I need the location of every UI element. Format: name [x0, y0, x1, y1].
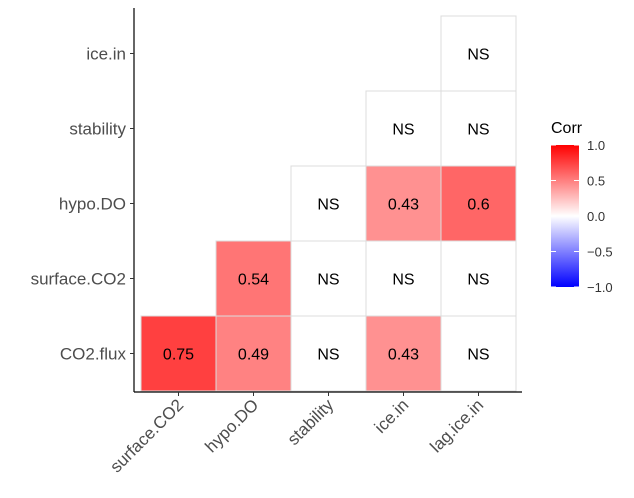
cell-value-label: NS [467, 122, 489, 139]
heatmap-cell [440, 165, 517, 242]
cell-value-label: NS [467, 272, 489, 289]
cell-value-label: NS [392, 272, 414, 289]
y-tick-label: ice.in [86, 45, 126, 64]
heatmap-cell [215, 315, 292, 392]
legend-tick-label: −0.5 [587, 245, 613, 260]
legend: Corr 1.0 0.5 0.0 −0.5 −1.0 [551, 120, 613, 295]
legend-tick-label: 0.0 [587, 209, 605, 224]
cell-value-label: NS [392, 122, 414, 139]
legend-tick-label: 0.5 [587, 174, 605, 189]
cells-layer: 0.75 0.49 NS 0.43 NS 0.54 NS NS NS NS 0.43 0.6 NS NS N… [140, 15, 517, 392]
heatmap-cell [365, 240, 442, 317]
x-tick-label: ice.in [371, 395, 412, 436]
legend-tick-label: 1.0 [587, 138, 605, 153]
y-tick-label: stability [69, 120, 126, 139]
cell-value-label: 0.43 [388, 197, 419, 214]
cell-value-label: 0.49 [238, 347, 269, 364]
heatmap-cell [440, 315, 517, 392]
cell-value-label: NS [467, 47, 489, 64]
heatmap-cell [140, 315, 217, 392]
cell-value-label: 0.54 [238, 272, 269, 289]
heatmap-cell [365, 315, 442, 392]
heatmap-cell [440, 240, 517, 317]
y-tick-label: hypo.DO [59, 195, 126, 214]
x-tick-label: stability [284, 395, 338, 449]
heatmap-cell [290, 165, 367, 242]
legend-tick-label: −1.0 [587, 280, 613, 295]
cell-value-label: 0.6 [467, 197, 489, 214]
heatmap-cell [290, 240, 367, 317]
heatmap-cell [215, 240, 292, 317]
cell-value-label: NS [317, 272, 339, 289]
cell-value-label: 0.43 [388, 347, 419, 364]
heatmap-cell [365, 90, 442, 167]
heatmap-cell [440, 15, 517, 92]
cell-value-label: NS [467, 347, 489, 364]
x-tick-label: lag.ice.in [426, 395, 487, 456]
cell-value-label: 0.75 [163, 347, 194, 364]
x-tick-label: hypo.DO [201, 395, 262, 456]
y-tick-label: CO2.flux [60, 345, 127, 364]
cell-value-label: NS [317, 197, 339, 214]
legend-title: Corr [551, 120, 583, 137]
y-tick-label: surface.CO2 [31, 270, 126, 289]
cell-value-label: NS [317, 347, 339, 364]
x-tick-label: surface.CO2 [106, 395, 187, 476]
